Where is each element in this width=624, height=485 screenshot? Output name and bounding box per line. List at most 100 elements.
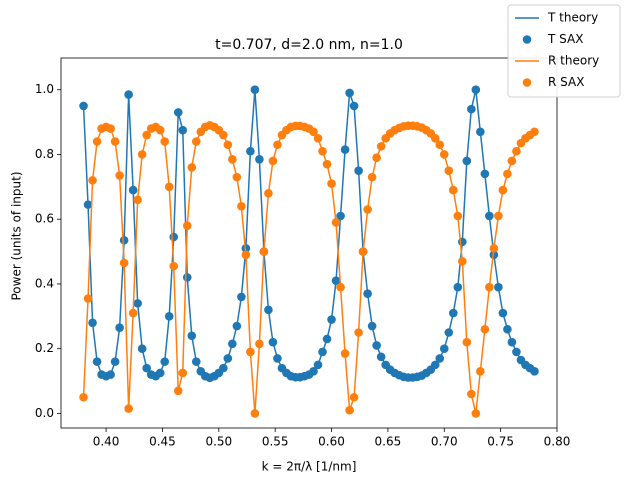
data-point: [155, 368, 165, 378]
data-point: [530, 127, 539, 137]
data-point: [376, 352, 386, 362]
data-point: [268, 156, 278, 166]
data-point: [512, 347, 521, 357]
data-point: [124, 404, 133, 413]
data-point: [106, 370, 115, 379]
data-point: [155, 125, 165, 135]
data-point: [354, 328, 363, 337]
x-tick-label: 0.70: [431, 435, 458, 449]
data-point: [489, 244, 499, 253]
x-axis-label: k = 2π/λ [1/nm]: [262, 460, 357, 474]
data-point: [246, 347, 255, 357]
x-tick-label: 0.40: [93, 435, 120, 449]
data-point: [494, 211, 503, 221]
data-point: [512, 146, 521, 156]
legend-marker: [522, 35, 532, 44]
data-point: [219, 363, 228, 373]
data-point: [354, 166, 363, 175]
data-point: [498, 185, 508, 195]
data-point: [367, 172, 377, 182]
data-point: [273, 140, 282, 150]
data-point: [83, 294, 93, 303]
data-point: [137, 150, 147, 159]
y-axis-label: Power (units of input): [10, 171, 24, 300]
data-point: [232, 172, 242, 182]
data-point: [471, 409, 481, 418]
data-point: [340, 349, 350, 358]
data-point: [133, 195, 142, 205]
data-point: [349, 392, 359, 402]
data-point: [142, 363, 151, 373]
data-point: [110, 357, 120, 366]
data-point: [345, 405, 354, 415]
data-point: [363, 289, 372, 298]
data-point: [187, 331, 197, 341]
data-point: [237, 292, 246, 302]
data-point: [160, 137, 170, 146]
data-point: [435, 140, 445, 150]
data-point: [480, 169, 490, 179]
data-point: [462, 337, 472, 347]
data-point: [128, 308, 138, 318]
data-point: [309, 127, 318, 137]
x-tick-label: 0.65: [375, 435, 402, 449]
data-point: [250, 85, 260, 95]
data-point: [476, 367, 485, 376]
legend-marker: [522, 78, 532, 87]
data-point: [444, 166, 454, 175]
y-tick-label: 0.4: [35, 276, 54, 290]
data-point: [119, 258, 129, 268]
data-point: [115, 323, 124, 332]
data-point: [255, 339, 264, 349]
data-point: [160, 357, 170, 366]
data-point: [480, 324, 490, 334]
data-point: [485, 211, 494, 221]
data-point: [507, 156, 517, 166]
data-point: [246, 146, 255, 156]
data-point: [376, 142, 386, 151]
data-point: [444, 328, 454, 337]
data-point: [115, 171, 124, 180]
data-point: [448, 308, 458, 318]
data-point: [327, 315, 336, 324]
data-point: [476, 127, 485, 137]
data-point: [322, 159, 332, 169]
x-tick-label: 0.60: [318, 435, 345, 449]
data-point: [241, 250, 251, 260]
data-point: [336, 211, 345, 221]
data-point: [503, 324, 512, 334]
data-point: [173, 108, 183, 117]
data-point: [237, 201, 246, 211]
data-point: [228, 155, 237, 164]
data-point: [83, 200, 93, 209]
data-point: [318, 146, 327, 156]
y-tick-label: 0.8: [35, 147, 54, 161]
data-point: [223, 354, 233, 363]
data-point: [119, 235, 129, 245]
data-point: [372, 153, 381, 163]
data-point: [255, 155, 264, 164]
data-point: [164, 312, 174, 321]
data-point: [462, 156, 472, 166]
data-point: [467, 389, 476, 399]
data-point: [327, 179, 336, 188]
data-point: [182, 221, 192, 230]
x-tick-label: 0.45: [149, 435, 176, 449]
data-point: [448, 185, 458, 195]
data-point: [349, 101, 359, 111]
data-point: [88, 176, 97, 185]
y-tick-label: 0.6: [35, 212, 54, 226]
data-point: [124, 90, 133, 99]
data-point: [264, 189, 273, 198]
data-point: [178, 368, 188, 378]
data-point: [137, 344, 147, 353]
data-point: [494, 282, 503, 292]
data-point: [363, 205, 372, 214]
data-point: [259, 247, 269, 256]
data-point: [309, 367, 318, 376]
y-tick-label: 1.0: [35, 82, 54, 96]
data-point: [106, 124, 115, 133]
data-point: [453, 211, 463, 221]
data-point: [313, 133, 323, 143]
data-point: [458, 237, 467, 247]
